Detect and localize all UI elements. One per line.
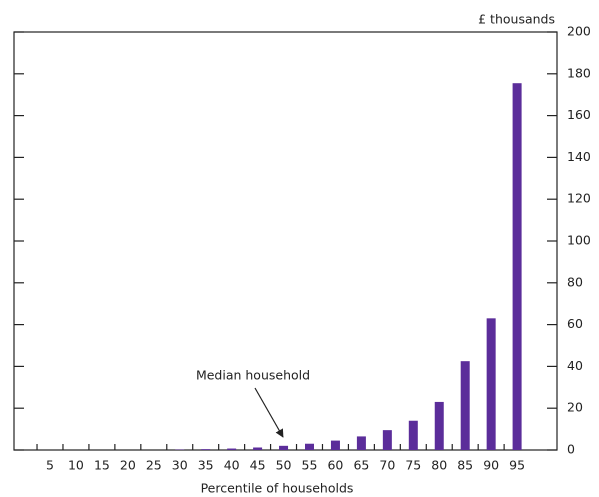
y-tick-label: 100	[567, 233, 591, 248]
y-tick-label: 60	[567, 316, 583, 331]
y-tick-label: 200	[567, 24, 591, 39]
annotation-arrow	[254, 387, 284, 438]
x-tick-label: 25	[146, 458, 162, 473]
y-tick-label: 0	[567, 442, 575, 457]
x-tick-label: 30	[172, 458, 188, 473]
x-tick-label: 70	[379, 458, 395, 473]
annotation: Median household	[196, 368, 310, 383]
x-tick-label: 35	[198, 458, 214, 473]
y-tick-label: 140	[567, 149, 591, 164]
bar	[279, 445, 289, 450]
x-axis-label: Percentile of households	[201, 481, 354, 496]
y-tick-label: 180	[567, 65, 591, 80]
bar	[330, 440, 340, 450]
bar	[356, 436, 366, 450]
x-tick-label: 65	[353, 458, 369, 473]
bar	[486, 318, 496, 450]
x-tick-label: 40	[224, 458, 240, 473]
x-tick-label: 15	[94, 458, 110, 473]
bar	[382, 430, 392, 450]
y-tick-label: 120	[567, 191, 591, 206]
y-tick-label: 80	[567, 274, 583, 289]
x-tick-label: 75	[405, 458, 421, 473]
x-tick-label: 60	[327, 458, 343, 473]
bar	[434, 401, 444, 450]
y-tick-label: 160	[567, 107, 591, 122]
x-tick-label: 5	[46, 458, 54, 473]
bar	[201, 449, 211, 450]
y-tick-label: 40	[567, 358, 583, 373]
x-tick-label: 20	[120, 458, 136, 473]
bar	[408, 420, 418, 450]
x-tick-label: 45	[250, 458, 266, 473]
x-tick-label: 50	[276, 458, 292, 473]
y-axis-label: £ thousands	[478, 12, 555, 27]
bar	[460, 361, 470, 450]
bar	[512, 83, 522, 450]
x-tick-label: 80	[431, 458, 447, 473]
bar	[305, 443, 314, 450]
x-tick-label: 85	[457, 458, 473, 473]
y-tick-label: 20	[567, 400, 583, 415]
x-tick-label: 10	[68, 458, 84, 473]
bar	[253, 447, 263, 450]
x-tick-label: 95	[509, 458, 525, 473]
x-tick-label: 55	[302, 458, 318, 473]
plot-frame	[13, 31, 558, 451]
bar	[227, 448, 237, 450]
x-tick-label: 90	[483, 458, 499, 473]
